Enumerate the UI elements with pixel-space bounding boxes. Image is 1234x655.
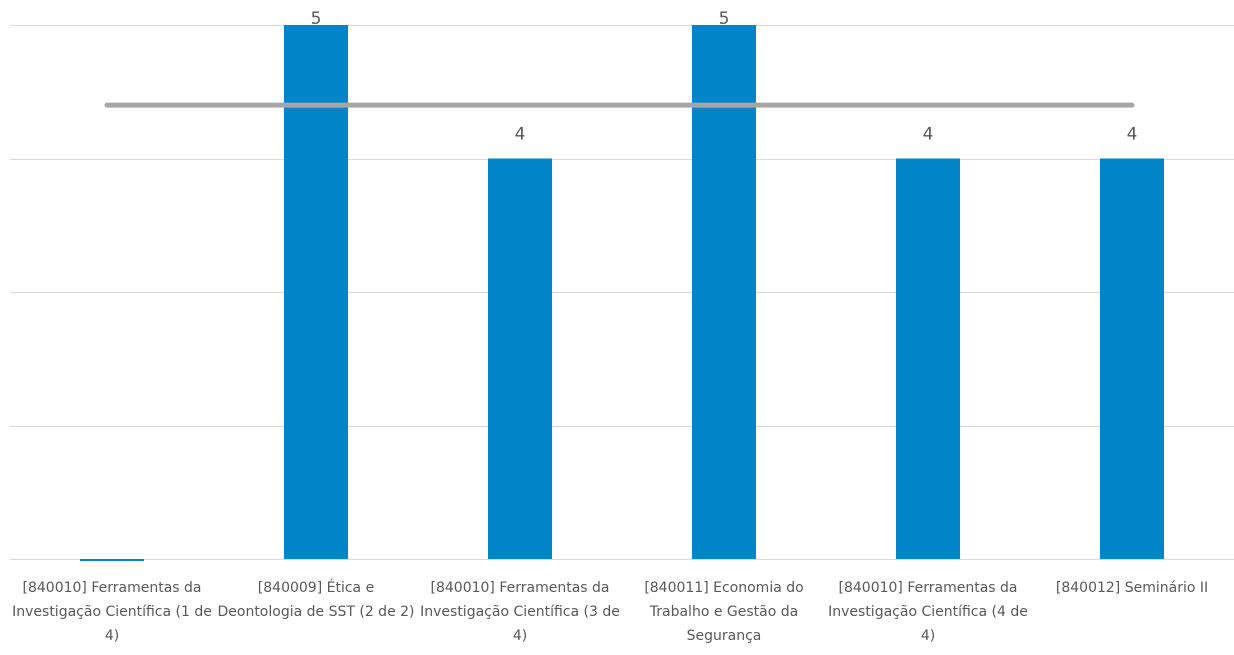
data-label-6: 4 (1127, 125, 1138, 145)
category-label-6: [840012] Seminário II (1055, 580, 1209, 596)
data-label-2: 5 (311, 9, 322, 29)
bar-6 (1100, 158, 1164, 559)
data-label-5: 4 (923, 125, 934, 145)
bar-5 (896, 158, 960, 559)
data-label-3: 4 (515, 125, 526, 145)
bar-3 (488, 158, 552, 559)
bars (80, 25, 1164, 561)
data-labels: 5 4 5 4 4 (311, 9, 1138, 145)
category-label-1: [840010] Ferramentas da Investigação Cie… (12, 580, 212, 644)
data-label-4: 5 (719, 9, 730, 29)
category-label-5: [840010] Ferramentas da Investigação Cie… (828, 580, 1028, 644)
bar-2 (284, 25, 348, 559)
bar-1 (80, 559, 144, 561)
category-label-4: [840011] Economia do Trabalho e Gestão d… (644, 580, 804, 644)
gridlines (10, 25, 1234, 560)
bar-4 (692, 25, 756, 559)
category-label-2: [840009] Ética e Deontologia de SST (2 d… (217, 580, 415, 620)
category-label-3: [840010] Ferramentas da Investigação Cie… (420, 580, 620, 644)
